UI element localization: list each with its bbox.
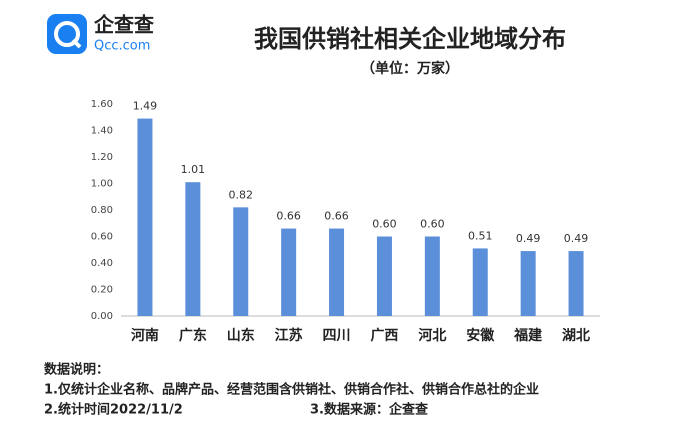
bar <box>376 236 392 316</box>
x-tick-label: 山东 <box>227 327 255 344</box>
y-tick-label: 0.00 <box>91 311 113 322</box>
value-label: 0.60 <box>372 218 397 231</box>
bar <box>568 251 584 316</box>
y-tick-label: 0.40 <box>91 258 113 269</box>
chart-subtitle: （单位：万家） <box>361 60 459 77</box>
value-label: 0.49 <box>516 232 541 245</box>
x-tick-label: 河北 <box>418 327 446 344</box>
bar <box>520 251 536 316</box>
notes-line: 3.数据来源：企查查 <box>310 402 429 418</box>
bar <box>329 228 345 316</box>
y-tick-label: 1.60 <box>91 99 113 110</box>
value-label: 1.49 <box>133 100 158 113</box>
x-tick-label: 湖北 <box>562 328 590 344</box>
y-tick-label: 1.20 <box>91 152 113 163</box>
value-label: 0.66 <box>324 210 349 223</box>
x-tick-label: 福建 <box>513 327 542 344</box>
x-tick-label: 广西 <box>370 327 398 344</box>
notes-line: 1.仅统计企业名称、品牌产品、经营范围含供销社、供销合作社、供销合作总社的企业 <box>44 382 539 398</box>
notes-heading: 数据说明： <box>44 362 109 378</box>
bar <box>472 248 488 316</box>
value-label: 1.01 <box>181 163 206 176</box>
value-label: 0.51 <box>468 229 493 242</box>
x-tick-label: 江苏 <box>275 327 303 344</box>
x-tick-label: 安徽 <box>466 327 495 344</box>
value-label: 0.60 <box>420 218 445 231</box>
notes-line: 2.统计时间2022/11/2 <box>44 402 183 418</box>
bar <box>233 207 249 316</box>
chart-title: 我国供销社相关企业地域分布 <box>254 25 566 53</box>
bar <box>281 228 297 316</box>
y-tick-label: 0.60 <box>91 232 113 243</box>
value-label: 0.66 <box>276 210 301 223</box>
logo-name: 企查查 <box>93 13 154 37</box>
y-tick-label: 0.20 <box>91 285 113 296</box>
x-tick-label: 广东 <box>179 327 207 344</box>
bar <box>137 118 153 316</box>
logo-ring <box>54 21 80 47</box>
y-tick-label: 1.40 <box>91 126 113 137</box>
bar <box>424 236 440 316</box>
value-label: 0.49 <box>564 232 589 245</box>
logo-icon <box>47 14 87 54</box>
value-label: 0.82 <box>229 188 254 201</box>
logo-tail <box>71 38 82 49</box>
x-tick-label: 河南 <box>131 327 159 344</box>
bar <box>185 182 201 316</box>
x-tick-label: 四川 <box>323 328 351 344</box>
y-tick-label: 0.80 <box>91 205 113 216</box>
logo-domain: Qcc.com <box>94 39 150 54</box>
y-tick-label: 1.00 <box>91 179 113 190</box>
